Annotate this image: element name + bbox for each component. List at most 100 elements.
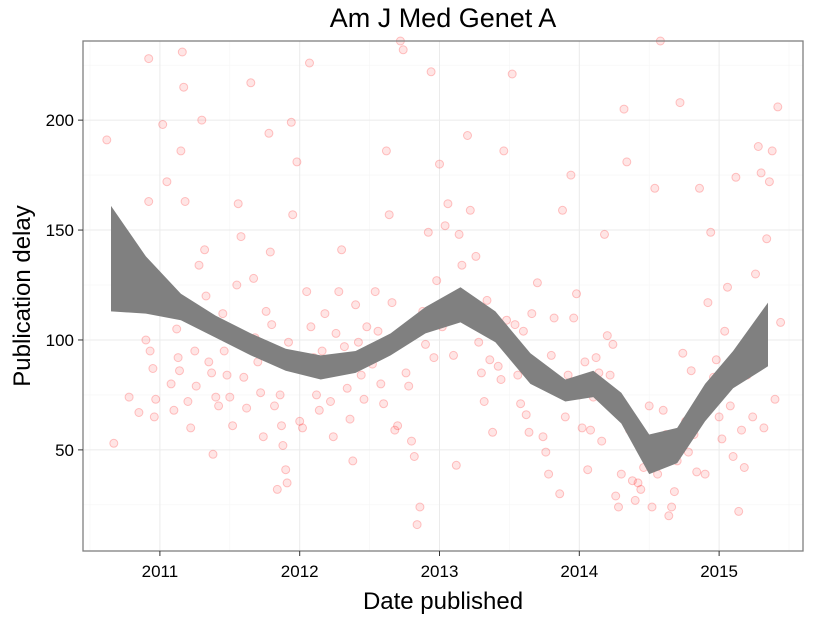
data-point	[381, 146, 391, 156]
data-point	[602, 331, 612, 341]
data-point	[302, 287, 312, 297]
y-tick-label: 50	[55, 441, 74, 460]
data-point	[541, 447, 551, 457]
data-point	[449, 350, 458, 360]
data-point	[432, 276, 442, 286]
data-point	[222, 370, 232, 380]
data-point	[264, 128, 274, 138]
data-point	[232, 280, 242, 290]
data-point	[398, 45, 408, 55]
x-tick-label: 2014	[560, 562, 598, 581]
data-point	[124, 392, 134, 402]
data-point	[342, 383, 352, 393]
minor-gridlines	[83, 41, 803, 551]
data-point	[320, 309, 330, 319]
data-point	[208, 449, 218, 459]
data-point	[334, 287, 344, 297]
data-point	[454, 229, 464, 239]
data-point	[544, 469, 554, 479]
data-point	[373, 326, 383, 336]
data-point	[764, 177, 774, 187]
data-point	[479, 397, 489, 406]
data-point	[393, 421, 403, 431]
data-point	[586, 425, 595, 435]
data-point	[667, 502, 677, 512]
data-point	[175, 366, 184, 376]
data-point	[337, 245, 347, 255]
data-point	[555, 489, 565, 499]
data-point	[527, 309, 537, 319]
data-point	[485, 355, 495, 365]
data-point	[362, 322, 372, 332]
chart-title: Am J Med Genet A	[330, 3, 557, 33]
data-point	[770, 394, 780, 404]
data-point	[359, 394, 369, 404]
data-point	[149, 412, 159, 422]
data-point	[429, 353, 439, 363]
data-point	[471, 251, 481, 261]
data-point	[591, 353, 601, 363]
data-point	[317, 346, 327, 356]
data-point	[767, 146, 777, 156]
x-tick-label: 2012	[281, 562, 319, 581]
data-point	[773, 102, 783, 112]
data-point	[636, 484, 646, 494]
data-point	[345, 414, 355, 424]
data-point	[412, 520, 422, 530]
x-tick-label: 2013	[421, 562, 459, 581]
data-point	[339, 342, 349, 352]
data-point	[286, 117, 296, 127]
data-point	[331, 328, 341, 338]
data-point	[102, 135, 112, 145]
data-point	[614, 502, 623, 512]
data-point	[306, 322, 316, 332]
data-point	[499, 146, 509, 156]
data-point	[748, 412, 758, 422]
x-axis: 2011 2012 2013 2014 2015	[142, 551, 738, 581]
data-point	[759, 423, 769, 433]
data-point	[728, 452, 738, 461]
data-point	[351, 300, 361, 310]
data-point	[513, 370, 523, 380]
data-point	[162, 177, 172, 187]
data-point	[630, 495, 640, 505]
x-axis-title: Date published	[363, 588, 523, 615]
data-point	[435, 159, 444, 169]
data-point	[387, 298, 397, 308]
data-point	[197, 115, 207, 125]
data-point	[214, 401, 224, 411]
data-point	[678, 348, 688, 358]
data-point	[314, 405, 324, 415]
data-point	[200, 245, 210, 255]
data-point	[611, 491, 621, 501]
data-point	[218, 309, 228, 319]
data-point	[190, 346, 200, 356]
data-point	[401, 368, 411, 378]
data-point	[169, 405, 179, 415]
data-point	[488, 427, 498, 437]
data-point	[148, 364, 158, 373]
data-point	[177, 47, 187, 57]
data-point	[409, 452, 419, 461]
data-point	[476, 368, 486, 378]
data-point	[312, 390, 321, 400]
data-point	[644, 401, 654, 411]
data-point	[756, 168, 766, 178]
data-point	[225, 392, 235, 402]
data-point	[734, 506, 744, 516]
y-tick-label: 100	[46, 331, 74, 350]
data-point	[275, 390, 285, 400]
data-point	[145, 346, 155, 356]
data-point	[267, 320, 277, 330]
data-point	[664, 511, 674, 521]
data-point	[720, 326, 730, 336]
data-point	[572, 289, 581, 299]
panel-border	[82, 40, 804, 552]
data-point	[328, 432, 338, 442]
data-point	[144, 197, 154, 206]
data-point	[298, 423, 307, 433]
data-point	[532, 278, 542, 288]
data-point	[700, 469, 710, 479]
data-point	[451, 460, 461, 470]
data-point	[426, 67, 436, 77]
